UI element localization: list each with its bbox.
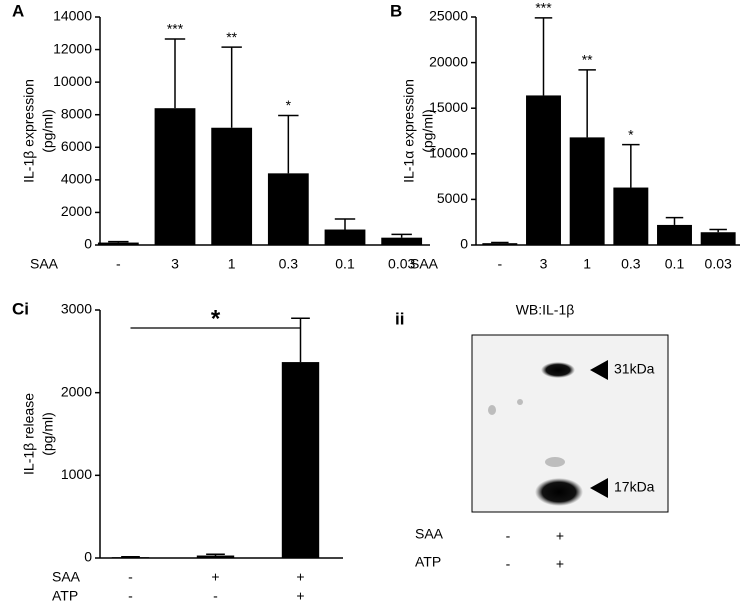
band-faint (545, 457, 565, 467)
bar (381, 237, 423, 245)
bar (482, 243, 518, 245)
arrow-31kda (590, 360, 608, 380)
y-tick-label: 0 (84, 549, 92, 565)
significance: ** (582, 52, 593, 68)
bar (324, 229, 366, 245)
marker-label: 31kDa (614, 361, 655, 377)
bar (211, 127, 253, 245)
x-row-label: - (128, 569, 133, 585)
x-tick-label: 0.03 (705, 256, 732, 272)
row-label: + (556, 556, 564, 572)
arrow-17kda (590, 478, 608, 498)
spot (488, 405, 496, 415)
significance: * (628, 126, 634, 142)
significance: * (211, 305, 221, 332)
y-tick-label: 14000 (53, 8, 92, 24)
y-axis-label: IL-1β expression (21, 79, 37, 183)
bar (281, 362, 320, 558)
x-tick-label: 3 (171, 256, 179, 272)
y-tick-label: 8000 (61, 105, 92, 121)
row-name: ATP (415, 554, 441, 570)
significance: * (286, 97, 292, 113)
bar (97, 242, 139, 245)
y-tick-label: 20000 (429, 53, 468, 69)
x-tick-label: 3 (540, 256, 548, 272)
y-tick-label: 0 (84, 236, 92, 252)
y-axis-label: (pg/ml) (420, 109, 436, 153)
y-axis-label: IL-1β release (21, 393, 37, 475)
y-tick-label: 25000 (429, 8, 468, 24)
y-tick-label: 6000 (61, 138, 92, 154)
y-tick-label: 0 (460, 236, 468, 252)
x-tick-label: 0.3 (279, 256, 299, 272)
y-tick-label: 10000 (429, 145, 468, 161)
y-axis-label: IL-1α expression (401, 79, 417, 183)
bar (196, 555, 235, 558)
y-tick-label: 2000 (61, 383, 92, 399)
x-tick-label: 1 (228, 256, 236, 272)
x-row-name: SAA (52, 569, 81, 585)
y-tick-label: 2000 (61, 203, 92, 219)
band-31kda (541, 362, 575, 378)
x-row-label: - (213, 588, 218, 603)
row-label: + (556, 528, 564, 544)
x-tick-label: 1 (583, 256, 591, 272)
y-axis-label: (pg/ml) (40, 109, 56, 153)
significance: *** (167, 21, 184, 37)
x-tick-label: 0.03 (388, 256, 415, 272)
y-tick-label: 1000 (61, 466, 92, 482)
bar (526, 95, 561, 245)
marker-label: 17kDa (614, 479, 655, 495)
x-row-label: - (128, 588, 133, 603)
y-tick-label: 5000 (437, 190, 468, 206)
x-row-label: + (296, 588, 304, 603)
significance: *** (535, 0, 552, 16)
x-tick-label: 0.1 (335, 256, 355, 272)
row-label: - (506, 556, 511, 572)
y-tick-label: 12000 (53, 40, 92, 56)
x-axis-label: SAA (410, 256, 439, 272)
bar (569, 137, 605, 245)
bar (700, 232, 736, 245)
x-row-label: + (211, 569, 219, 585)
row-name: SAA (415, 526, 444, 542)
bar (267, 173, 309, 245)
bar (657, 224, 692, 245)
bar (613, 187, 649, 245)
row-label: - (506, 528, 511, 544)
panel-label: ii (395, 309, 404, 328)
significance: ** (226, 29, 237, 45)
y-axis-label: (pg/ml) (40, 412, 56, 456)
bar (111, 557, 150, 558)
panel-label: B (390, 1, 402, 20)
x-tick-label: - (116, 256, 121, 272)
spot (517, 399, 523, 405)
y-tick-label: 4000 (61, 171, 92, 187)
y-tick-label: 3000 (61, 301, 92, 317)
x-row-label: + (296, 569, 304, 585)
blot-panel: ii WB:IL-1β 31kDa 17kDa SAA - + ATP - + (395, 302, 669, 572)
panel-label: Ci (12, 299, 29, 318)
x-tick-label: 0.3 (621, 256, 641, 272)
bar (154, 108, 196, 245)
band-17kda (535, 478, 583, 506)
x-row-name: ATP (52, 588, 78, 603)
y-tick-label: 10000 (53, 73, 92, 89)
panel-label: A (12, 1, 24, 20)
x-tick-label: 0.1 (665, 256, 685, 272)
x-axis-label: SAA (30, 256, 59, 272)
x-tick-label: - (497, 256, 502, 272)
y-tick-label: 15000 (429, 99, 468, 115)
blot-title: WB:IL-1β (516, 302, 575, 318)
